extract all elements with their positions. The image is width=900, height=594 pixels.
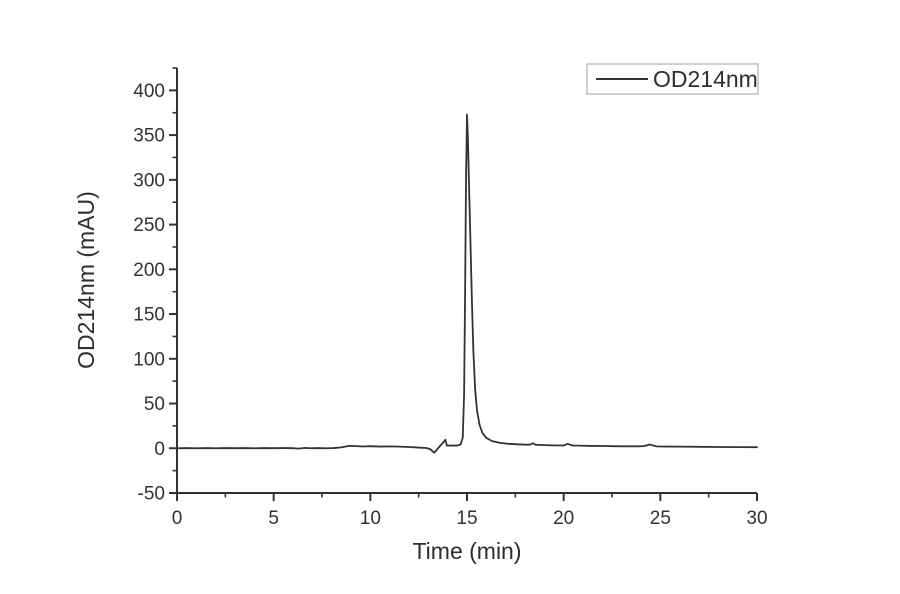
y-tick-label: 50 — [144, 394, 165, 415]
trace-od214nm — [176, 113, 758, 454]
y-tick-label: -50 — [138, 484, 165, 505]
x-tick-label: 30 — [746, 508, 767, 529]
x-tick-label: 20 — [553, 508, 574, 529]
x-tick-label: 5 — [268, 508, 279, 529]
y-tick-label: 150 — [133, 305, 165, 326]
x-axis-title: Time (min) — [412, 538, 521, 564]
legend: OD214nm — [586, 63, 759, 95]
y-tick-label: 250 — [133, 215, 165, 236]
x-tick-label: 0 — [172, 508, 183, 529]
y-tick-label: 0 — [154, 439, 165, 460]
y-tick-label: 300 — [133, 170, 165, 191]
x-tick-label: 25 — [650, 508, 671, 529]
y-tick-label: 100 — [133, 349, 165, 370]
legend-label: OD214nm — [653, 66, 758, 92]
x-tick-label: 15 — [456, 508, 477, 529]
y-tick-label: 400 — [133, 81, 165, 102]
y-axis-title: OD214nm (mAU) — [73, 191, 99, 369]
y-tick-label: 200 — [133, 260, 165, 281]
y-tick-label: 350 — [133, 126, 165, 147]
x-tick-label: 10 — [360, 508, 381, 529]
